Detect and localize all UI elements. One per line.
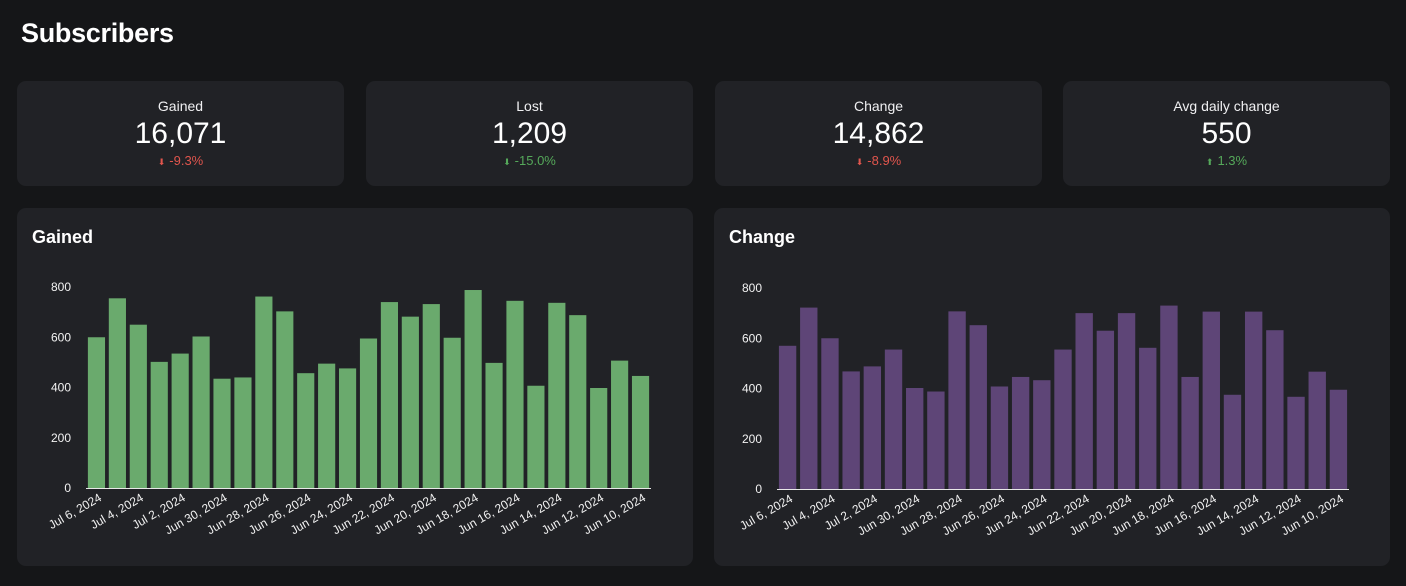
kpi-card-avg-daily-change: Avg daily change 550 ⬆ 1.3%: [1063, 81, 1390, 186]
y-tick-label: 0: [64, 481, 71, 495]
chart-title: Gained: [32, 227, 94, 247]
bar[interactable]: [631, 375, 650, 488]
page-title: Subscribers: [21, 18, 174, 48]
bar[interactable]: [297, 373, 315, 488]
bar[interactable]: [129, 324, 147, 488]
bar[interactable]: [150, 361, 168, 488]
bar[interactable]: [842, 371, 860, 489]
kpi-value: 1,209: [491, 117, 568, 150]
bar[interactable]: [969, 325, 987, 489]
bar[interactable]: [1096, 330, 1115, 489]
kpi-delta: ⬆ 1.3%: [1063, 153, 1390, 168]
y-tick-label: 200: [742, 432, 762, 446]
kpi-card-change: Change 14,862 ⬇ -8.9%: [715, 81, 1042, 186]
kpi-value: 550: [1201, 117, 1252, 150]
y-tick-label: 600: [51, 330, 71, 344]
y-tick-label: 800: [51, 280, 71, 294]
kpi-delta-value: -15.0%: [514, 153, 556, 168]
bar[interactable]: [276, 311, 294, 488]
bar[interactable]: [1075, 313, 1093, 489]
bar[interactable]: [171, 353, 189, 488]
kpi-label: Lost: [516, 98, 543, 114]
kpi-delta: ⬇ -8.9%: [715, 153, 1042, 168]
bar[interactable]: [590, 388, 608, 488]
bar[interactable]: [422, 304, 440, 488]
bar[interactable]: [1054, 349, 1072, 489]
bar[interactable]: [485, 362, 503, 488]
bar[interactable]: [927, 391, 945, 489]
bar[interactable]: [318, 363, 336, 488]
bar[interactable]: [863, 366, 882, 489]
kpi-label: Change: [853, 98, 904, 114]
bar[interactable]: [611, 360, 629, 488]
bar[interactable]: [1287, 396, 1305, 489]
kpi-value: 14,862: [832, 117, 925, 150]
bar[interactable]: [255, 296, 273, 488]
kpi-delta-value: -8.9%: [867, 153, 902, 168]
bar[interactable]: [1139, 347, 1157, 489]
y-tick-label: 600: [742, 331, 762, 345]
bar[interactable]: [884, 349, 903, 489]
bar[interactable]: [778, 345, 797, 489]
bar[interactable]: [1160, 305, 1178, 489]
bar[interactable]: [1266, 330, 1284, 489]
bar[interactable]: [108, 298, 126, 488]
y-tick-label: 800: [742, 281, 762, 295]
bar[interactable]: [443, 337, 461, 488]
bar[interactable]: [192, 336, 210, 488]
bar[interactable]: [87, 337, 106, 488]
kpi-value: 16,071: [134, 117, 227, 150]
bar[interactable]: [800, 307, 818, 489]
bar[interactable]: [338, 368, 357, 488]
bar[interactable]: [1181, 376, 1199, 489]
kpi-delta: ⬇ -9.3%: [17, 153, 344, 168]
y-tick-label: 200: [51, 431, 71, 445]
bar[interactable]: [506, 300, 524, 488]
bar[interactable]: [1223, 394, 1242, 489]
arrow-up-icon: ⬆: [1205, 157, 1214, 167]
bar[interactable]: [401, 316, 419, 488]
arrow-down-icon: ⬇: [157, 157, 166, 167]
bar[interactable]: [569, 315, 587, 488]
chart-panel-gained: Gained 0 200 400 600 800 Jul 6, 2024 Jul 4, 20…: [17, 208, 693, 566]
arrow-down-icon: ⬇: [503, 157, 511, 167]
kpi-label: Avg daily change: [1173, 98, 1280, 114]
y-tick-label: 400: [51, 381, 71, 395]
kpi-delta: ⬇ -15.0%: [366, 153, 693, 168]
bar[interactable]: [1033, 380, 1051, 489]
kpi-delta-value: 1.3%: [1217, 153, 1248, 168]
bar[interactable]: [213, 378, 231, 488]
bar[interactable]: [1308, 371, 1326, 489]
kpi-card-gained: Gained 16,071 ⬇ -9.3%: [17, 81, 344, 186]
arrow-down-icon: ⬇: [855, 157, 864, 167]
bar[interactable]: [234, 377, 252, 488]
kpi-delta-value: -9.3%: [169, 153, 204, 168]
bar[interactable]: [548, 302, 566, 488]
bar[interactable]: [380, 302, 399, 488]
chart-panel-change: Change 0 200 400 600 800 Jul 6, 2024 Jul 4, 20…: [714, 208, 1390, 566]
bar[interactable]: [821, 338, 839, 489]
bar[interactable]: [948, 311, 966, 489]
bar[interactable]: [1329, 389, 1348, 489]
bar[interactable]: [1117, 313, 1136, 489]
bar[interactable]: [359, 338, 378, 488]
bar[interactable]: [464, 290, 482, 488]
bar[interactable]: [1011, 376, 1030, 489]
bar[interactable]: [906, 387, 924, 489]
y-tick-label: 0: [755, 482, 762, 496]
bar[interactable]: [1202, 311, 1220, 489]
bar[interactable]: [527, 385, 545, 488]
y-tick-label: 400: [742, 382, 762, 396]
kpi-card-lost: Lost 1,209 ⬇ -15.0%: [366, 81, 693, 186]
bar[interactable]: [1244, 311, 1263, 489]
chart-title: Change: [729, 227, 796, 247]
bar[interactable]: [990, 386, 1009, 489]
kpi-label: Gained: [157, 98, 204, 114]
